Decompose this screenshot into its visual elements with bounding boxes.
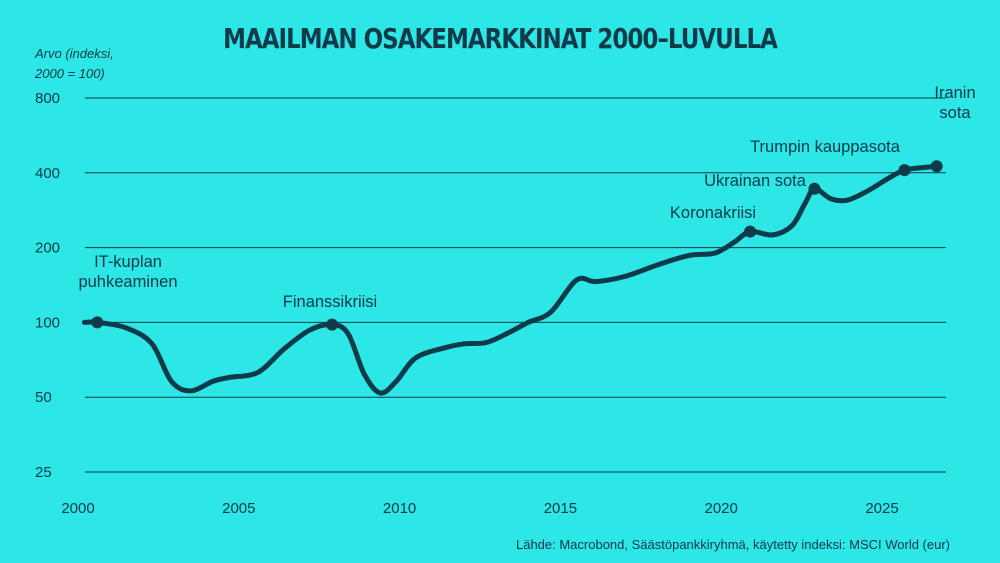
y-axis-label-line-1: Arvo (indeksi, (35, 46, 114, 61)
y-tick-label-50: 50 (35, 389, 52, 406)
y-axis-label: Arvo (indeksi, 2000 = 100) (35, 44, 155, 84)
y-tick-label-800: 800 (35, 90, 60, 107)
annotation-label-2-line-1: Finanssikriisi (283, 293, 377, 311)
annotation-marker-5 (898, 164, 911, 177)
series-line (81, 163, 940, 396)
x-tick-label-2010: 2010 (383, 500, 416, 517)
x-tick-label-2020: 2020 (705, 500, 738, 517)
annotation-marker-6 (930, 160, 943, 173)
x-tick-label-2005: 2005 (222, 500, 255, 517)
annotation-label-5-line-1: Trumpin kauppasota (750, 138, 901, 156)
y-tick-label-25: 25 (35, 464, 52, 481)
y-axis-label-line-2: 2000 = 100) (35, 66, 105, 81)
y-tick-label-100: 100 (35, 314, 60, 331)
source-note: Lähde: Macrobond, Säästöpankkiryhmä, käy… (515, 537, 950, 552)
annotation-label-6-line-1: Iranin (934, 84, 975, 102)
y-tick-label-400: 400 (35, 165, 60, 182)
annotation-label-3-line-1: Koronakriisi (670, 204, 756, 222)
annotation-marker-3 (744, 225, 757, 238)
annotation-label-6-line-2: sota (939, 104, 971, 122)
x-tick-label-2025: 2025 (865, 500, 898, 517)
annotation-label-1-line-2: puhkeaminen (78, 273, 177, 291)
annotation-label-4-line-1: Ukrainan sota (704, 172, 807, 190)
annotation-marker-1 (91, 316, 104, 329)
y-tick-label-200: 200 (35, 240, 60, 257)
annotation-marker-2 (326, 318, 339, 331)
annotation-label-1-line-1: IT-kuplan (94, 253, 162, 271)
annotation-marker-4 (808, 182, 821, 195)
chart-title: MAAILMAN OSAKEMARKKINAT 2000–LUVULLA (223, 22, 778, 55)
x-tick-label-2015: 2015 (544, 500, 577, 517)
x-tick-label-2000: 2000 (61, 500, 94, 517)
